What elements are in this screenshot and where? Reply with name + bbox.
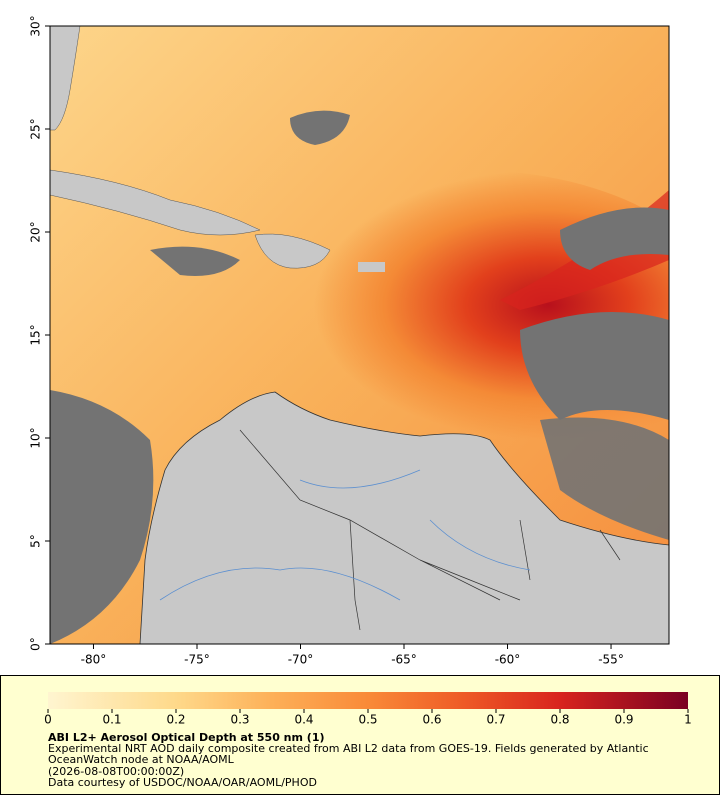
colorbar-tick-label: 0.8 [550, 713, 569, 727]
x-tick-label: -80° [81, 653, 107, 667]
border [239, 429, 621, 631]
caption-line: Experimental NRT AOD daily composite cre… [48, 742, 649, 755]
x-tick-label: -70° [288, 653, 314, 667]
river [159, 469, 531, 601]
colorbar-tick-label: 0.1 [102, 713, 121, 727]
land [50, 169, 261, 236]
cloud [50, 390, 154, 644]
colorbar-tick-label: 0.3 [230, 713, 249, 727]
colorbar-tick-label: 0.9 [614, 713, 633, 727]
x-tick-label: -60° [495, 653, 521, 667]
colorbar-tick-label: 0.4 [294, 713, 313, 727]
cloud [520, 312, 669, 420]
x-tick-label: -75° [184, 653, 210, 667]
y-tick-label: 15° [29, 324, 43, 345]
dust-plume [500, 190, 669, 310]
cloud [290, 110, 350, 145]
axes: -80° -75° -70° -65° -60° -55° 0° 5° 10° 15° 20° 25°… [29, 15, 624, 666]
colorbar-tick-label: 0.6 [422, 713, 441, 727]
x-tick-label: -55° [598, 653, 624, 667]
colorbar-tick-label: 1 [684, 713, 692, 727]
land [254, 233, 331, 269]
colorbar [48, 692, 688, 709]
y-tick-label: 30° [29, 15, 43, 36]
caption-line: (2026-08-08T00:00:00Z) [48, 765, 184, 778]
y-tick-label: 10° [29, 427, 43, 448]
y-tick-label: 20° [29, 221, 43, 242]
land [358, 262, 385, 272]
x-tick-label: -65° [391, 653, 417, 667]
colorbar-ticks: 0 0.1 0.2 0.3 0.4 0.5 0.6 0.7 0.8 0.9 1 [44, 709, 692, 727]
colorbar-tick-label: 0.5 [358, 713, 377, 727]
caption-line: Data courtesy of USDOC/NOAA/OAR/AOML/PHO… [48, 776, 317, 789]
y-tick-label: 0° [29, 637, 43, 651]
land [50, 26, 81, 131]
colorbar-tick-label: 0 [44, 713, 52, 727]
caption-title: ABI L2+ Aerosol Optical Depth at 550 nm … [48, 731, 325, 744]
map [50, 26, 669, 644]
caption-line: OceanWatch node at NOAA/AOML [48, 753, 235, 766]
y-tick-label: 25° [29, 118, 43, 139]
y-tick-label: 5° [29, 534, 43, 548]
cloud [540, 417, 669, 540]
cloud [560, 207, 669, 270]
cloud [150, 246, 240, 276]
colorbar-tick-label: 0.7 [486, 713, 505, 727]
colorbar-tick-label: 0.2 [166, 713, 185, 727]
land [139, 391, 669, 644]
